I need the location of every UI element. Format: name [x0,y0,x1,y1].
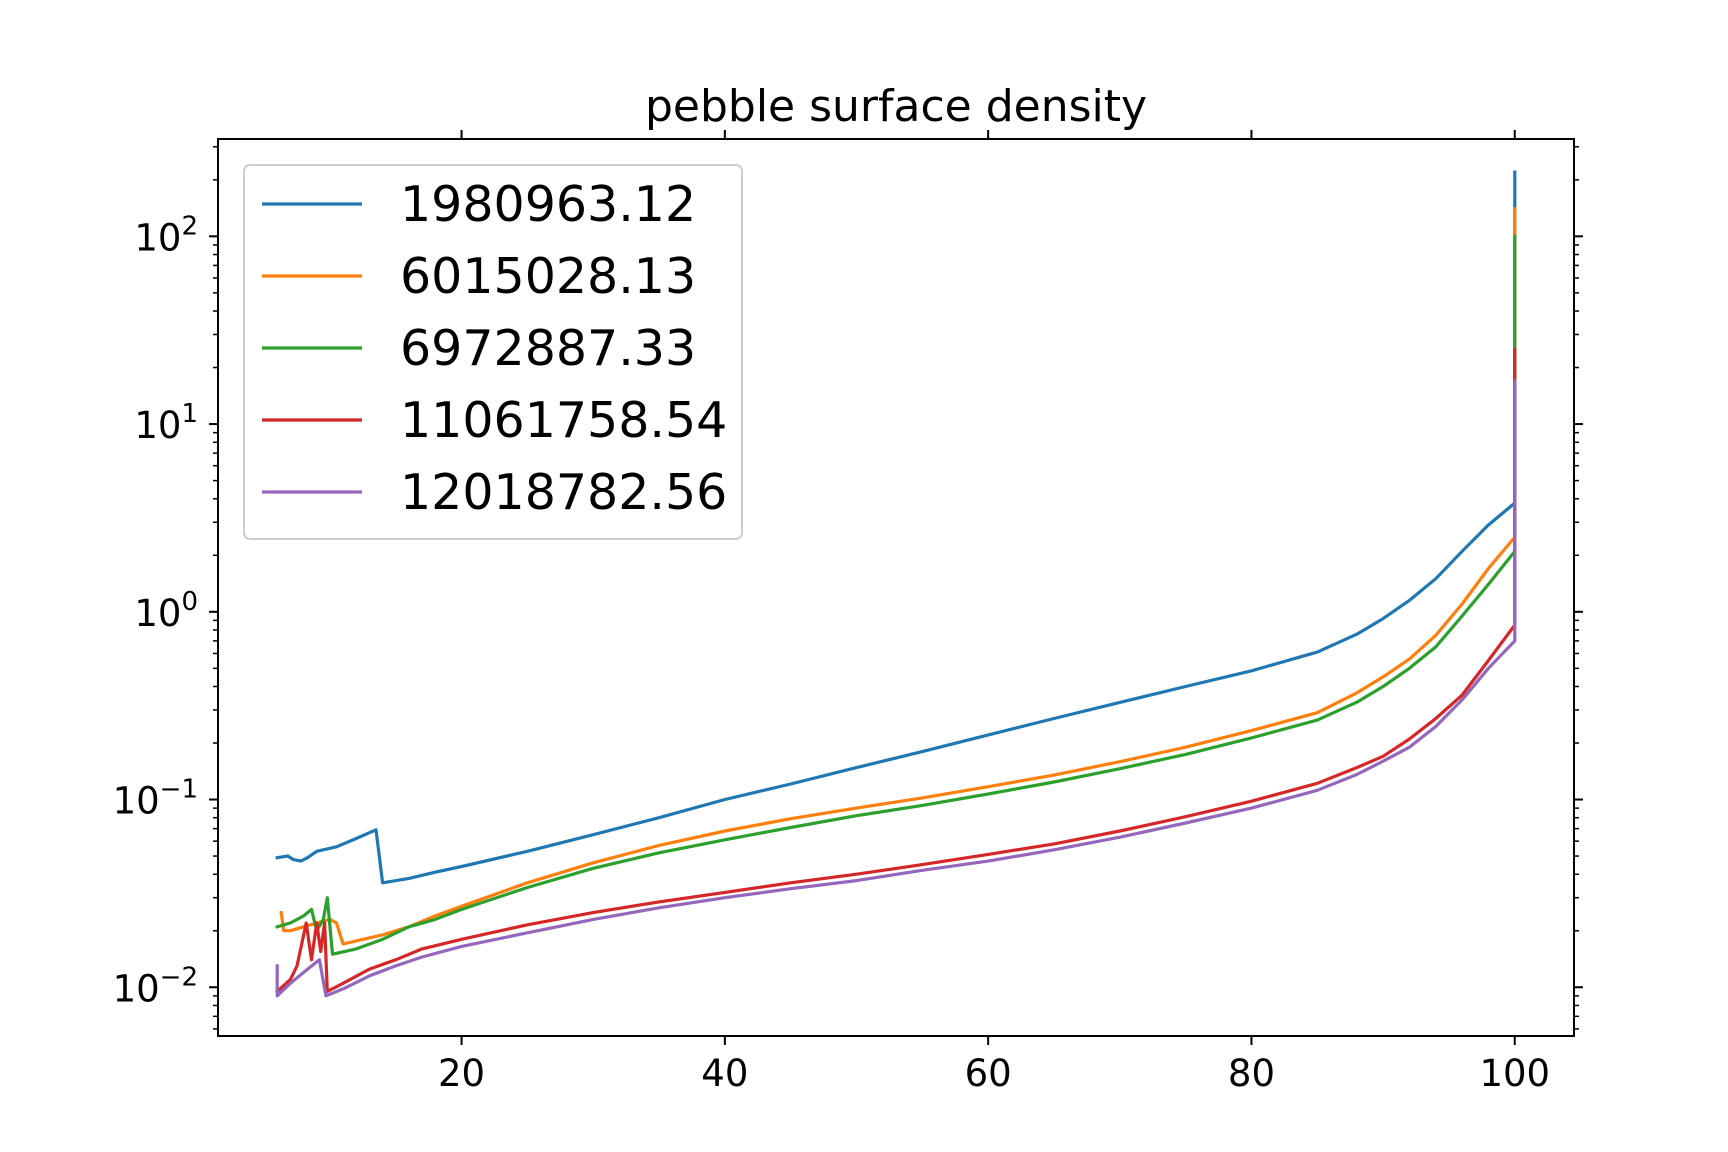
y-tick-label: 101 [134,399,198,447]
x-tick-label: 80 [1228,1052,1275,1095]
y-tick-exponent: −1 [160,775,198,805]
series-line-2 [279,207,1517,946]
series-line-5 [275,379,1517,998]
series-line-1 [275,170,1517,885]
y-tick-exponent: 0 [181,587,198,617]
series-lines [274,170,1517,998]
legend-label: 6972887.33 [400,320,696,377]
x-tick-label: 100 [1479,1052,1550,1095]
plot-frame [217,138,1575,1037]
legend-box [243,164,743,540]
y-tick-exponent: 1 [181,399,198,429]
x-tick-label: 60 [965,1052,1012,1095]
legend-label: 6015028.13 [400,248,696,305]
series-line-3 [275,234,1517,956]
y-tick-base: 10 [134,592,181,635]
legend-label: 11061758.54 [400,392,727,449]
x-tick-label: 40 [701,1052,748,1095]
y-tick-base: 10 [134,404,181,447]
chart-title: pebble surface density [645,81,1147,132]
legend-label: 12018782.56 [400,464,727,521]
y-tick-base: 10 [113,780,160,823]
x-tick-label: 20 [438,1052,485,1095]
y-tick-label: 100 [134,587,198,635]
series-line-4 [274,347,1517,994]
y-tick-label: 10−2 [113,962,198,1010]
legend: 1980963.12 6015028.13 6972887.33 11061758.5… [243,164,743,540]
y-tick-base: 10 [134,216,181,259]
y-tick-base: 10 [113,967,160,1010]
y-tick-label: 102 [134,211,198,259]
y-tick-exponent: −2 [160,962,198,992]
y-tick-exponent: 2 [181,211,198,241]
y-tick-label: 10−1 [113,775,198,823]
legend-label: 1980963.12 [400,176,696,233]
